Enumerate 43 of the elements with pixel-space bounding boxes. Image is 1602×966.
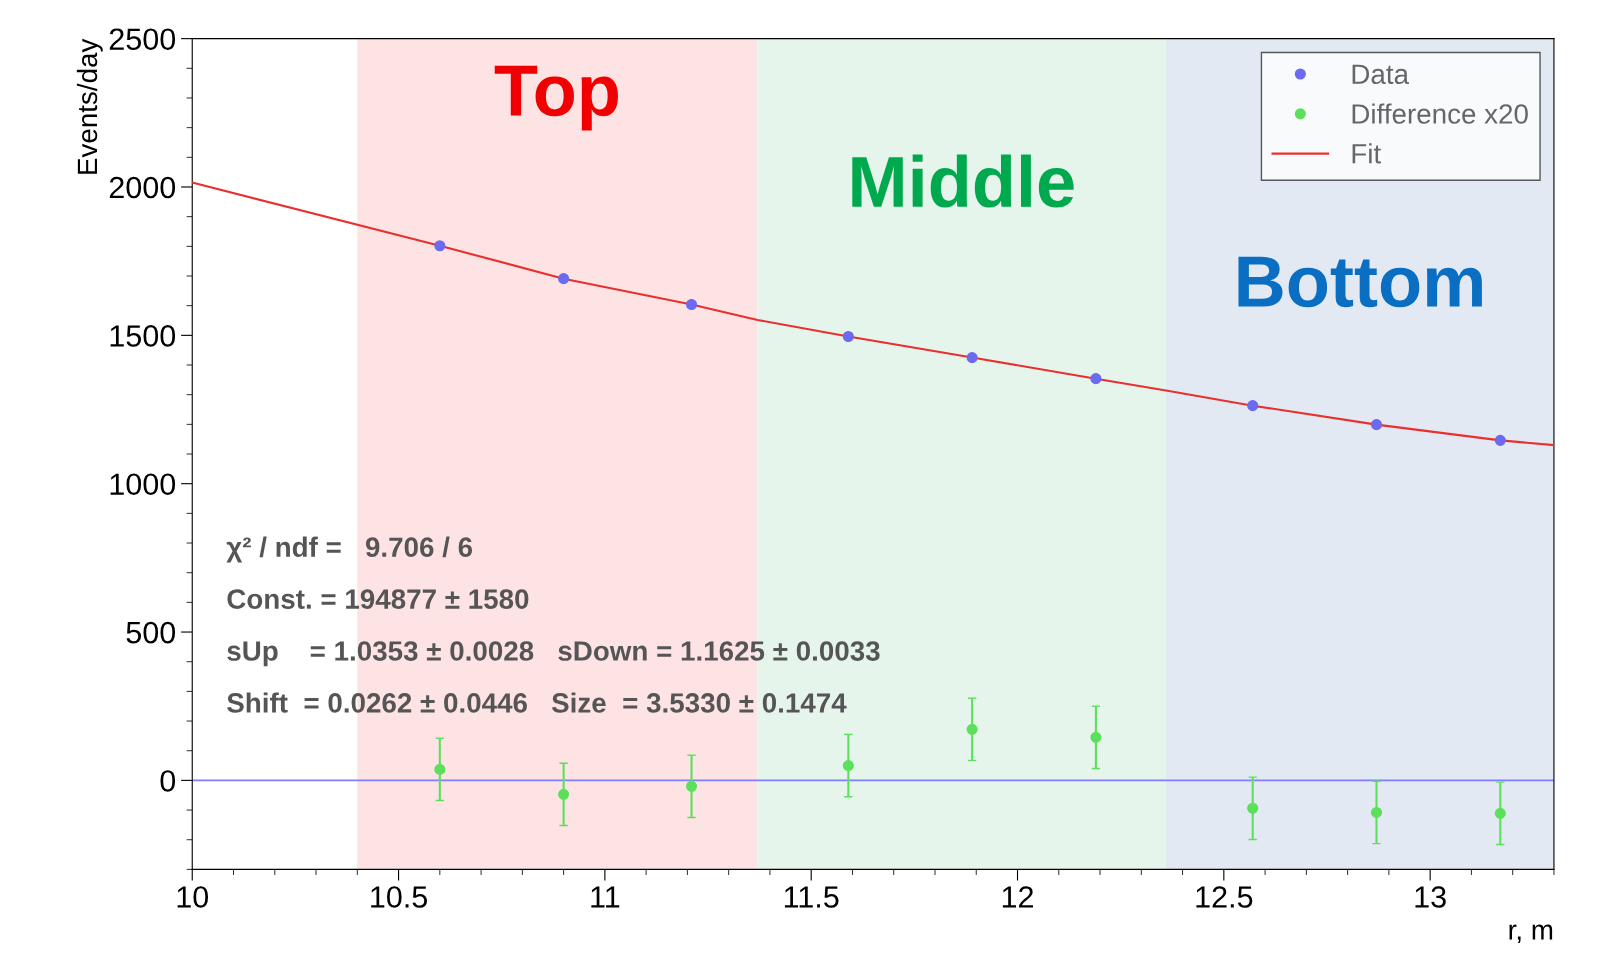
- point: [1247, 802, 1259, 814]
- y-tick-label: 1000: [110, 473, 176, 496]
- point: [1090, 731, 1102, 743]
- y-tick-label: 2500: [109, 28, 176, 51]
- point: [966, 723, 978, 735]
- x-tick-label: 12.5: [1196, 886, 1253, 908]
- y-tick-label: 500: [126, 621, 176, 644]
- band-label: Top: [494, 65, 618, 131]
- point: [1370, 419, 1383, 431]
- annotation: Shift = 0.0262 ± 0.0446 Size = 3.5330 ± 0.1474: [227, 692, 847, 713]
- y-tick-label: 0: [160, 770, 176, 792]
- annotation: χ² / ndf = 9.706 / 6: [226, 536, 473, 563]
- point: [1494, 807, 1506, 819]
- point: [685, 780, 698, 792]
- point: [434, 240, 446, 252]
- point: [685, 298, 698, 311]
- x-tick-label: 10.5: [371, 886, 428, 908]
- band-label: Middle: [852, 154, 1074, 208]
- x-tick-label: 11: [591, 886, 620, 908]
- legend-label: Fit: [1352, 143, 1381, 164]
- annotation: sUp = 1.0353 ± 0.0028 sDown = 1.1625 ± 0.0033: [227, 641, 880, 667]
- point: [558, 273, 570, 285]
- legend-label: Data: [1352, 64, 1410, 85]
- point: [1090, 373, 1102, 385]
- y-axis-title: Events/day: [76, 38, 103, 174]
- y-tick-label: 2000: [109, 176, 176, 199]
- x-axis-title: r, m: [1509, 924, 1553, 944]
- point: [842, 759, 854, 772]
- annotation: Const. = 194877 ± 1580: [227, 589, 529, 609]
- point: [1247, 400, 1259, 412]
- point: [966, 352, 978, 364]
- x-tick-label: 10: [177, 886, 209, 908]
- x-tick-label: 12: [1002, 886, 1033, 908]
- point: [1370, 806, 1383, 818]
- point: [1494, 434, 1506, 446]
- y-tick-label: 1500: [110, 325, 176, 347]
- x-tick-label: 13: [1415, 886, 1446, 908]
- point: [558, 788, 570, 800]
- point: [842, 330, 854, 343]
- band-label: Bottom: [1238, 256, 1482, 308]
- legend-label: Difference x20: [1352, 103, 1528, 124]
- point: [434, 763, 446, 775]
- x-tick-label: 11.5: [784, 886, 839, 908]
